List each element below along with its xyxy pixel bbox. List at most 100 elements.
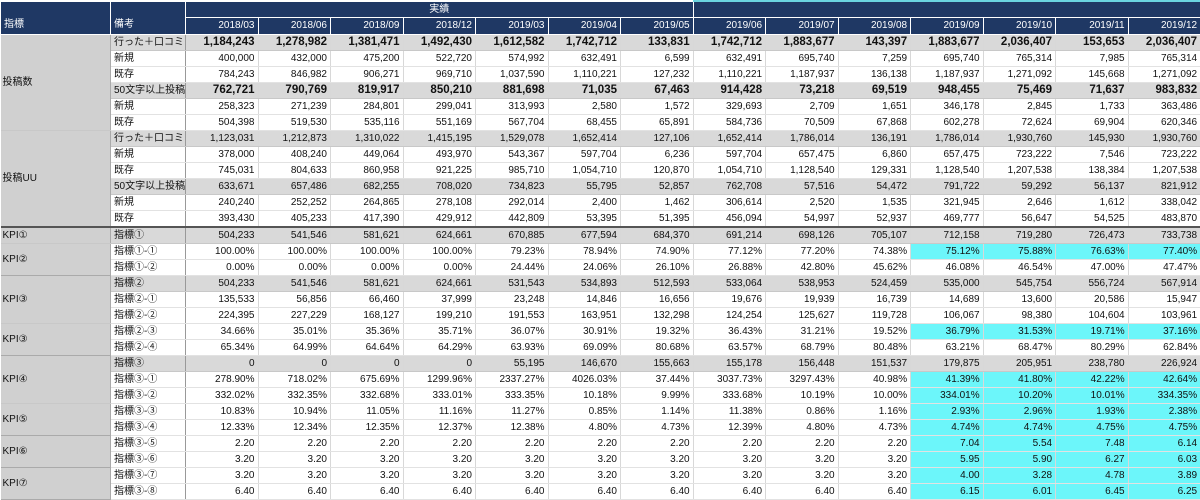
value-cell[interactable]: 708,020	[403, 178, 476, 194]
value-cell[interactable]: 1,187,937	[911, 66, 984, 82]
value-cell[interactable]: 42.80%	[766, 259, 839, 275]
value-cell[interactable]: 59,292	[983, 178, 1056, 194]
value-cell[interactable]: 2.20	[258, 435, 331, 451]
value-cell[interactable]: 13,600	[983, 291, 1056, 307]
value-cell[interactable]: 3.20	[331, 451, 404, 467]
value-cell[interactable]: 125,627	[766, 307, 839, 323]
value-cell[interactable]: 2.20	[766, 435, 839, 451]
value-cell[interactable]: 30.91%	[548, 323, 621, 339]
metric-group-label[interactable]: KPI①	[1, 227, 111, 244]
value-cell[interactable]: 64.99%	[258, 339, 331, 355]
value-cell[interactable]: 522,720	[403, 50, 476, 66]
value-cell[interactable]: 34.66%	[186, 323, 259, 339]
value-cell[interactable]: 1,786,014	[911, 130, 984, 146]
value-cell[interactable]: 602,278	[911, 114, 984, 130]
value-cell[interactable]: 119,728	[838, 307, 911, 323]
row-label[interactable]: 指標③-⑥	[111, 451, 186, 467]
value-cell[interactable]: 921,225	[403, 162, 476, 178]
metric-group-label[interactable]: KPI③	[1, 323, 111, 355]
value-cell[interactable]: 2,036,407	[1128, 34, 1200, 50]
value-cell[interactable]: 705,107	[838, 227, 911, 244]
row-label[interactable]: 新規	[111, 50, 186, 66]
value-cell[interactable]: 469,777	[911, 210, 984, 227]
value-cell[interactable]: 145,668	[1056, 66, 1129, 82]
value-cell[interactable]: 252,252	[258, 194, 331, 210]
row-label[interactable]: 指標①-①	[111, 243, 186, 259]
value-cell[interactable]: 2.20	[476, 435, 549, 451]
value-cell[interactable]: 146,670	[548, 355, 621, 371]
metric-group-label[interactable]: KPI⑦	[1, 467, 111, 499]
value-cell[interactable]: 278,108	[403, 194, 476, 210]
value-cell[interactable]: 151,537	[838, 355, 911, 371]
value-cell[interactable]: 35.71%	[403, 323, 476, 339]
value-cell[interactable]: 133,831	[621, 34, 694, 50]
value-cell[interactable]: 63.93%	[476, 339, 549, 355]
value-cell[interactable]: 504,233	[186, 275, 259, 291]
value-cell[interactable]: 765,314	[1128, 50, 1200, 66]
value-cell[interactable]: 378,000	[186, 146, 259, 162]
value-cell[interactable]: 106,067	[911, 307, 984, 323]
value-cell[interactable]: 6.40	[766, 483, 839, 499]
value-cell[interactable]: 54,997	[766, 210, 839, 227]
value-cell[interactable]: 408,240	[258, 146, 331, 162]
value-cell[interactable]: 519,530	[258, 114, 331, 130]
value-cell[interactable]: 132,298	[621, 307, 694, 323]
value-cell[interactable]: 1,883,677	[766, 34, 839, 50]
value-cell[interactable]: 10.94%	[258, 403, 331, 419]
value-cell[interactable]: 78.94%	[548, 243, 621, 259]
value-cell[interactable]: 1,184,243	[186, 34, 259, 50]
value-cell[interactable]: 3.20	[548, 451, 621, 467]
value-cell[interactable]: 10.00%	[838, 387, 911, 403]
value-cell[interactable]: 442,809	[476, 210, 549, 227]
value-cell[interactable]: 47.47%	[1128, 259, 1200, 275]
value-cell[interactable]: 1,123,031	[186, 130, 259, 146]
value-cell[interactable]: 6.40	[838, 483, 911, 499]
value-cell[interactable]: 850,210	[403, 82, 476, 98]
value-cell[interactable]: 726,473	[1056, 227, 1129, 244]
value-cell[interactable]: 3.20	[693, 467, 766, 483]
value-cell[interactable]: 745,031	[186, 162, 259, 178]
value-cell[interactable]: 449,064	[331, 146, 404, 162]
value-cell[interactable]: 1,212,873	[258, 130, 331, 146]
value-cell[interactable]: 551,169	[403, 114, 476, 130]
value-cell[interactable]: 624,661	[403, 275, 476, 291]
value-cell[interactable]: 3297.43%	[766, 371, 839, 387]
value-cell[interactable]: 1,128,540	[911, 162, 984, 178]
row-label[interactable]: 新規	[111, 146, 186, 162]
value-cell[interactable]: 55,195	[476, 355, 549, 371]
value-cell[interactable]: 226,924	[1128, 355, 1200, 371]
row-label[interactable]: 指標③-⑤	[111, 435, 186, 451]
value-cell[interactable]: 363,486	[1128, 98, 1200, 114]
value-cell[interactable]: 620,346	[1128, 114, 1200, 130]
value-cell[interactable]: 67,868	[838, 114, 911, 130]
value-cell[interactable]: 3.20	[331, 467, 404, 483]
value-cell[interactable]: 53,395	[548, 210, 621, 227]
value-cell[interactable]: 493,970	[403, 146, 476, 162]
value-cell[interactable]: 2,845	[983, 98, 1056, 114]
value-cell[interactable]: 4.73%	[838, 419, 911, 435]
value-cell[interactable]: 1,742,712	[693, 34, 766, 50]
forecast-group-header[interactable]	[693, 1, 1200, 17]
value-cell[interactable]: 240,240	[186, 194, 259, 210]
value-cell[interactable]: 2,709	[766, 98, 839, 114]
row-label[interactable]: 指標③	[111, 355, 186, 371]
value-cell[interactable]: 1,651	[838, 98, 911, 114]
value-cell[interactable]: 14,689	[911, 291, 984, 307]
value-cell[interactable]: 597,704	[548, 146, 621, 162]
row-label[interactable]: 指標①	[111, 227, 186, 244]
row-label[interactable]: 既存	[111, 162, 186, 178]
value-cell[interactable]: 227,229	[258, 307, 331, 323]
value-cell[interactable]: 784,243	[186, 66, 259, 82]
value-cell[interactable]: 1,535	[838, 194, 911, 210]
value-cell[interactable]: 6.40	[693, 483, 766, 499]
month-header[interactable]: 2018/12	[403, 17, 476, 34]
value-cell[interactable]: 456,094	[693, 210, 766, 227]
value-cell[interactable]: 3.28	[983, 467, 1056, 483]
value-cell[interactable]: 75.12%	[911, 243, 984, 259]
value-cell[interactable]: 4.74%	[983, 419, 1056, 435]
value-cell[interactable]: 4.75%	[1128, 419, 1200, 435]
row-label[interactable]: 指標②-③	[111, 323, 186, 339]
value-cell[interactable]: 3.20	[403, 451, 476, 467]
value-cell[interactable]: 3.20	[693, 451, 766, 467]
value-cell[interactable]: 533,064	[693, 275, 766, 291]
